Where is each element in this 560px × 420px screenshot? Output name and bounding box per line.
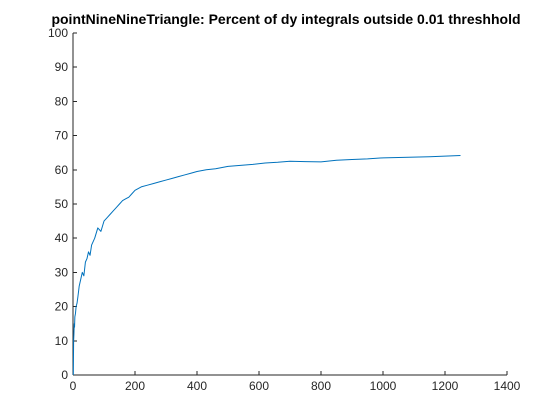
y-tick-label: 70 bbox=[55, 129, 69, 143]
series-layer bbox=[72, 154, 461, 376]
y-tick-label: 60 bbox=[55, 163, 69, 177]
series-line bbox=[72, 154, 461, 376]
x-tick-label: 1000 bbox=[370, 379, 397, 393]
chart-title: pointNineNineTriangle: Percent of dy int… bbox=[51, 11, 520, 27]
x-tick-label: 0 bbox=[70, 379, 77, 393]
y-tick-label: 10 bbox=[55, 334, 69, 348]
y-tick-label: 90 bbox=[55, 60, 69, 74]
y-tick-label: 20 bbox=[55, 300, 69, 314]
x-tick-label: 800 bbox=[311, 379, 331, 393]
x-tick-label: 400 bbox=[187, 379, 207, 393]
y-tick-label: 100 bbox=[48, 26, 68, 40]
x-tick-label: 200 bbox=[125, 379, 145, 393]
x-tick-label: 1200 bbox=[432, 379, 459, 393]
y-tick-label: 40 bbox=[55, 231, 69, 245]
y-tick-label: 50 bbox=[55, 197, 69, 211]
y-tick-label: 0 bbox=[61, 368, 68, 382]
x-tick-label: 1400 bbox=[494, 379, 521, 393]
x-axis-ticks: 0 200 400 600 800 1000 1200 1400 bbox=[70, 371, 521, 393]
x-tick-label: 600 bbox=[249, 379, 269, 393]
axes bbox=[72, 33, 507, 376]
y-tick-label: 30 bbox=[55, 265, 69, 279]
y-axis-ticks: 0 10 20 30 40 50 60 70 80 90 100 bbox=[48, 26, 77, 382]
y-tick-label: 80 bbox=[55, 94, 69, 108]
